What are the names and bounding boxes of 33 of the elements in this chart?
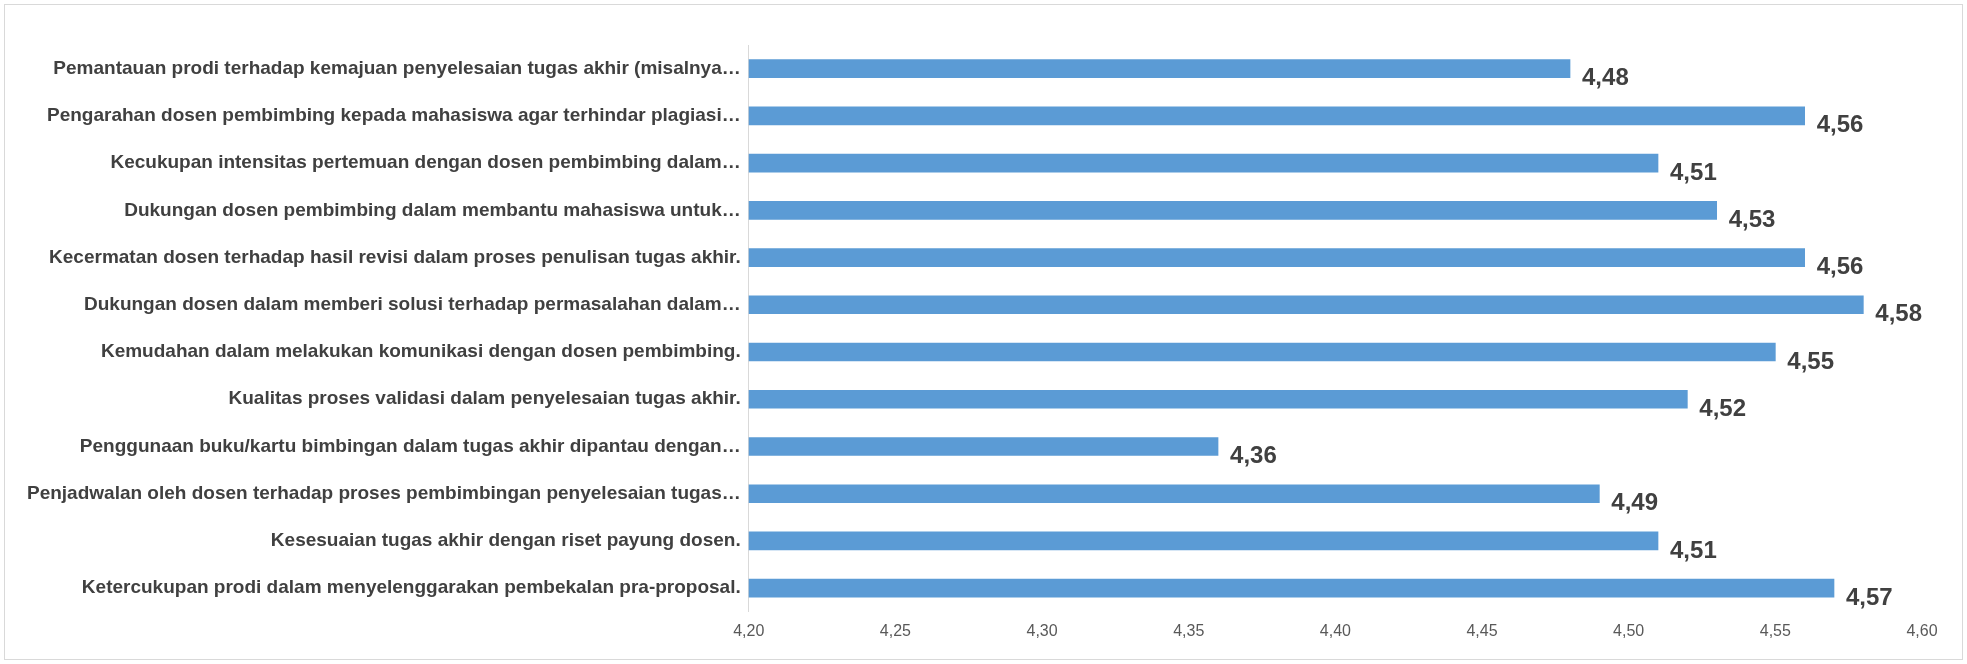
y-tick-label: Ketercukupan prodi dalam menyelenggarakan pembekalan pra-proposal. [81,576,741,598]
y-tick-label: Kualitas proses validasi dalam penyelesaian tugas akhir. [228,387,741,409]
y-tick-label: Kemudahan dalam melakukan komunikasi dengan dosen pembimbing. [100,340,741,362]
data-label: 4,58 [1875,299,1923,327]
data-label: 4,53 [1728,204,1776,232]
y-tick-label: Pengarahan dosen pembimbing kepada mahasiswa agar terhindar plagiasi… [47,104,741,126]
data-label: 4,56 [1816,252,1864,280]
y-tick-label: Kecermatan dosen terhadap hasil revisi dalam proses penulisan tugas akhir. [49,245,741,267]
y-tick-label: Kecukupan intensitas pertemuan dengan dosen pembimbing dalam… [110,151,741,173]
y-tick-label: Pemantauan prodi terhadap kemajuan penyelesaian tugas akhir (misalnya… [53,56,741,78]
data-label: 4,56 [1816,110,1864,138]
y-tick-label: Kesesuaian tugas akhir dengan riset payung dosen. [270,529,741,551]
data-label: 4,55 [1787,346,1835,374]
data-label: 4,57 [1846,582,1893,610]
data-label: 4,36 [1230,441,1277,469]
y-tick-label: Dukungan dosen pembimbing dalam membantu mahasiswa untuk… [124,198,741,220]
x-tick-label: 4,30 [1026,621,1058,639]
data-label: 4,51 [1670,535,1717,563]
x-tick-label: 4,55 [1759,621,1792,639]
data-label: 4,51 [1670,157,1717,185]
y-tick-label: Penjadwalan oleh dosen terhadap proses pembimbingan penyelesaian tugas… [27,481,741,503]
y-tick-label: Dukungan dosen dalam memberi solusi terhadap permasalahan dalam… [83,293,741,315]
data-label: 4,48 [1582,63,1629,91]
x-tick-label: 4,45 [1466,621,1498,639]
data-label: 4,52 [1699,393,1747,421]
x-tick-label: 4,50 [1613,621,1645,639]
x-tick-label: 4,40 [1319,621,1352,639]
x-tick-label: 4,25 [879,621,912,639]
data-label: 4,49 [1611,488,1659,516]
x-tick-label: 4,60 [1906,621,1938,639]
x-tick-label: 4,35 [1173,621,1205,639]
x-tick-label: 4,20 [733,621,765,639]
y-tick-label: Penggunaan buku/kartu bimbingan dalam tugas akhir dipantau dengan… [79,434,741,456]
